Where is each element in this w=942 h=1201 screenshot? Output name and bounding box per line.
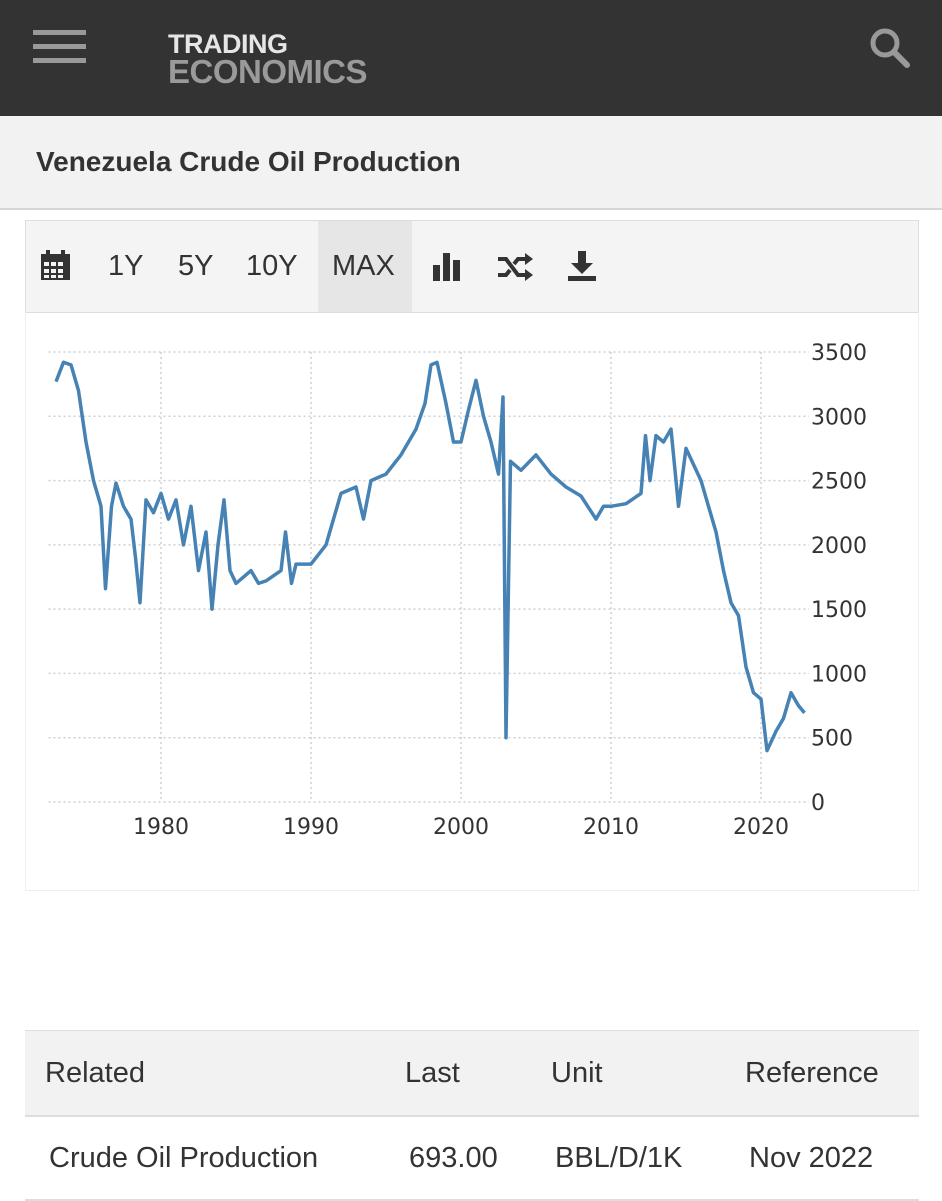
y-tick-label: 2500: [811, 470, 867, 495]
cell[interactable]: Crude Oil Production: [25, 1116, 385, 1201]
cell: Nov 2022: [725, 1116, 919, 1201]
x-tick-label: 1980: [133, 815, 189, 840]
chart: 0 500 1000 1500 2000 2500 3000 3500 1980 1990 2000…: [48, 341, 867, 840]
cell: 693.00: [385, 1116, 531, 1201]
data-line: [54, 360, 806, 753]
cell: BBL/D/1K: [531, 1116, 725, 1201]
range-button[interactable]: 10Y: [246, 250, 298, 282]
brand[interactable]: TRADING: [168, 29, 288, 59]
y-tick-label: 500: [811, 727, 853, 752]
menu-button[interactable]: [33, 28, 93, 68]
x-tick-label: 2010: [583, 815, 639, 840]
table-row[interactable]: Crude Oil Production 693.00 BBL/D/1K Nov…: [25, 1116, 919, 1201]
column-header: Related: [25, 1030, 385, 1117]
download-button[interactable]: [566, 249, 598, 283]
page-title: Venezuela Crude Oil Production: [36, 146, 461, 177]
table-header: Related Last Unit Reference: [25, 1030, 919, 1117]
column-header: Last: [385, 1030, 531, 1117]
column-header: Reference: [725, 1030, 919, 1117]
selected-range-bg: [318, 221, 412, 312]
chart-area: 0 500 1000 1500 2000 2500 3000 3500 1980 1990 2000…: [25, 312, 919, 891]
related-table: Related Last Unit Reference Crude Oil Pr…: [25, 1030, 919, 1201]
bar-chart-button[interactable]: [432, 251, 464, 283]
y-tick-label: 3500: [811, 341, 867, 366]
y-tick-label: 3000: [811, 405, 867, 430]
calendar-button[interactable]: [40, 250, 72, 282]
search-button[interactable]: [868, 26, 912, 70]
column-header: Unit: [531, 1030, 725, 1117]
y-tick-label: 1500: [811, 598, 867, 623]
y-tick-label: 2000: [811, 534, 867, 559]
brand[interactable]: ECONOMICS: [168, 53, 368, 90]
y-tick-label: 1000: [811, 662, 867, 687]
range-button[interactable]: 1Y: [108, 250, 144, 282]
compare-button[interactable]: [496, 251, 536, 283]
x-tick-label: 2000: [433, 815, 489, 840]
top-bar: TRADING ECONOMICS: [0, 0, 942, 116]
x-tick-label: 2020: [733, 815, 789, 840]
range-button[interactable]: MAX: [332, 250, 395, 282]
title-bar: Venezuela Crude Oil Production: [0, 116, 942, 210]
chart-toolbar: 1Y 5Y 10Y MAX: [25, 220, 919, 313]
y-tick-label: 0: [811, 791, 825, 816]
range-button[interactable]: 5Y: [178, 250, 214, 282]
x-tick-label: 1990: [283, 815, 339, 840]
